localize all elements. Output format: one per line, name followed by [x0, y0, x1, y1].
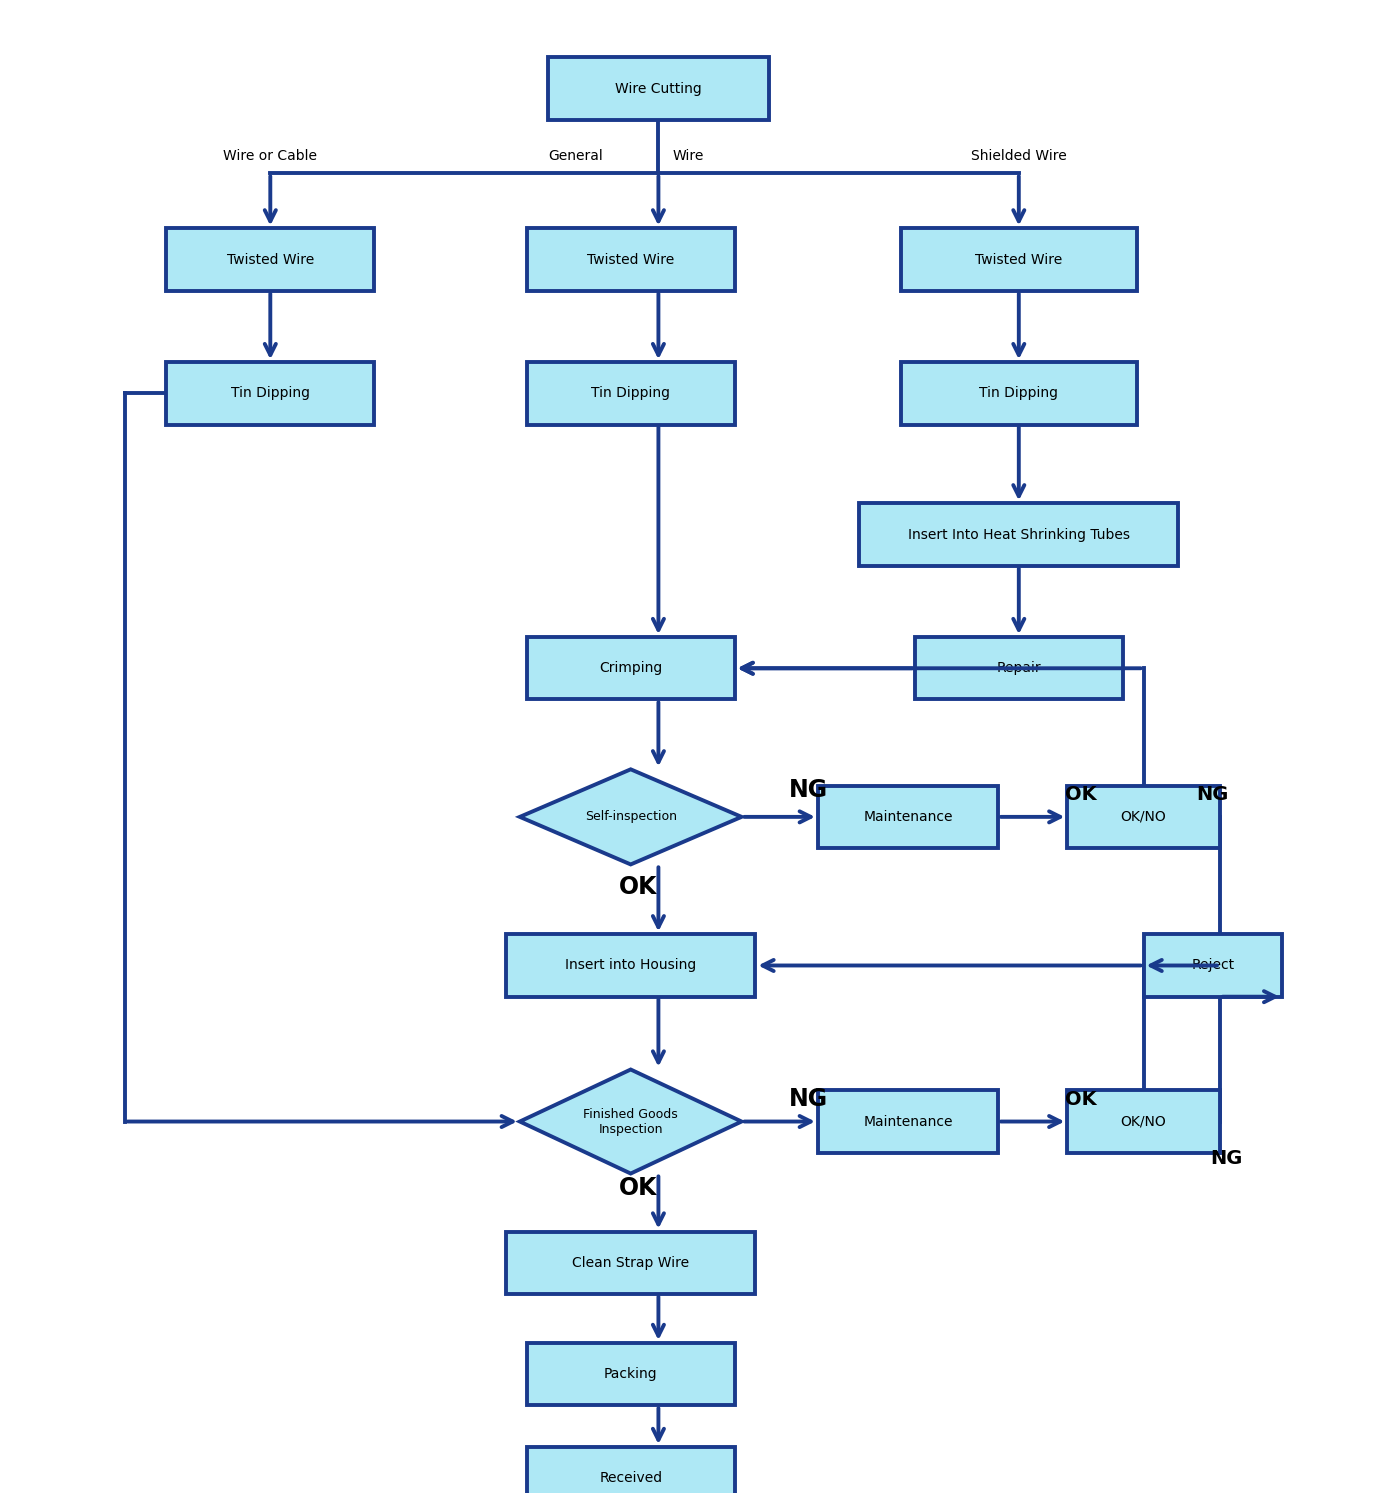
FancyBboxPatch shape — [547, 57, 770, 120]
FancyBboxPatch shape — [526, 1342, 735, 1406]
FancyBboxPatch shape — [167, 228, 374, 291]
FancyBboxPatch shape — [526, 362, 735, 424]
Text: Packing: Packing — [603, 1366, 658, 1382]
Text: OK/NO: OK/NO — [1120, 810, 1166, 824]
FancyBboxPatch shape — [1144, 934, 1282, 996]
FancyBboxPatch shape — [902, 228, 1137, 291]
Text: Finished Goods
Inspection: Finished Goods Inspection — [584, 1107, 678, 1136]
Text: Insert into Housing: Insert into Housing — [566, 958, 696, 972]
Text: OK: OK — [619, 874, 657, 898]
Polygon shape — [519, 1070, 742, 1173]
Text: Wire: Wire — [672, 148, 704, 162]
FancyBboxPatch shape — [1067, 786, 1219, 847]
Text: Twisted Wire: Twisted Wire — [227, 252, 314, 267]
FancyBboxPatch shape — [818, 1090, 998, 1152]
FancyBboxPatch shape — [167, 362, 374, 424]
Text: Repair: Repair — [997, 662, 1042, 675]
FancyBboxPatch shape — [860, 504, 1179, 566]
FancyBboxPatch shape — [526, 1448, 735, 1500]
Text: OK: OK — [619, 1176, 657, 1200]
FancyBboxPatch shape — [526, 638, 735, 699]
Text: Clean Strap Wire: Clean Strap Wire — [573, 1256, 689, 1269]
Text: Shielded Wire: Shielded Wire — [972, 148, 1067, 162]
Text: Wire or Cable: Wire or Cable — [224, 148, 318, 162]
Text: Insert Into Heat Shrinking Tubes: Insert Into Heat Shrinking Tubes — [907, 528, 1130, 542]
Text: Twisted Wire: Twisted Wire — [976, 252, 1063, 267]
Polygon shape — [519, 770, 742, 864]
Text: Tin Dipping: Tin Dipping — [231, 387, 309, 400]
Text: Maintenance: Maintenance — [864, 1114, 952, 1128]
FancyBboxPatch shape — [526, 228, 735, 291]
FancyBboxPatch shape — [1067, 1090, 1219, 1152]
Text: Tin Dipping: Tin Dipping — [980, 387, 1058, 400]
FancyBboxPatch shape — [902, 362, 1137, 424]
Text: Self-inspection: Self-inspection — [585, 810, 676, 824]
Text: General: General — [549, 148, 603, 162]
Text: Twisted Wire: Twisted Wire — [587, 252, 675, 267]
Text: NG: NG — [1197, 784, 1229, 804]
FancyBboxPatch shape — [818, 786, 998, 847]
Text: NG: NG — [1211, 1149, 1243, 1168]
FancyBboxPatch shape — [505, 1232, 756, 1294]
Text: Reject: Reject — [1191, 958, 1235, 972]
Text: Wire Cutting: Wire Cutting — [615, 81, 701, 96]
Text: Received: Received — [599, 1472, 662, 1485]
Text: Crimping: Crimping — [599, 662, 662, 675]
FancyBboxPatch shape — [505, 934, 756, 996]
Text: NG: NG — [788, 778, 827, 802]
FancyBboxPatch shape — [914, 638, 1123, 699]
Text: NG: NG — [788, 1088, 827, 1112]
Text: OK/NO: OK/NO — [1120, 1114, 1166, 1128]
Text: OK: OK — [1065, 1089, 1098, 1108]
Text: OK: OK — [1065, 784, 1098, 804]
Text: Maintenance: Maintenance — [864, 810, 952, 824]
Text: Tin Dipping: Tin Dipping — [591, 387, 671, 400]
